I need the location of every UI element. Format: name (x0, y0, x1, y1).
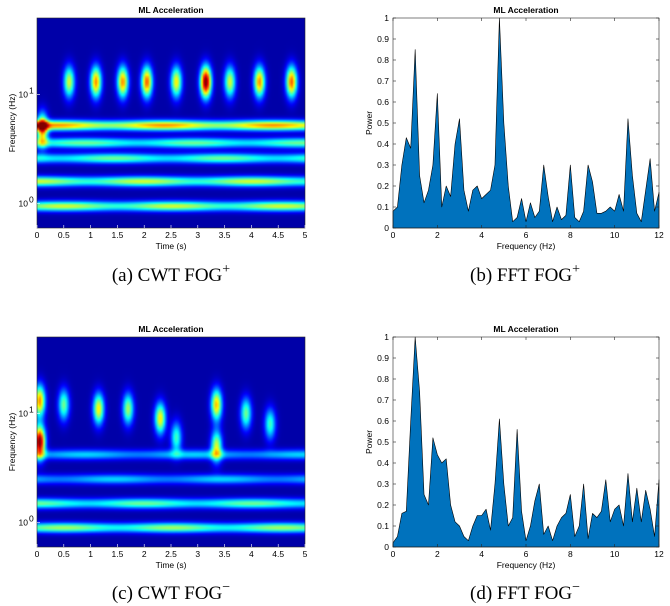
chart-title: ML Acceleration (138, 5, 203, 15)
x-tick-label: 3.5 (219, 549, 231, 559)
x-tick-label: 1 (88, 230, 93, 240)
y-tick-label: 0.9 (377, 34, 389, 44)
y-tick-label: 10 (19, 518, 29, 528)
x-tick-label: 2 (142, 549, 147, 559)
x-tick-label: 5 (303, 549, 308, 559)
x-tick-label: 5 (303, 230, 308, 240)
x-tick-label: 8 (568, 549, 573, 559)
x-tick-label: 0 (391, 549, 396, 559)
x-axis-label: Time (s) (156, 560, 187, 570)
y-tick-label: 0.2 (377, 500, 389, 510)
x-tick-label: 12 (654, 230, 664, 240)
x-tick-label: 2.5 (165, 230, 177, 240)
chart-title: ML Acceleration (493, 324, 558, 334)
y-axis-label: Frequency (Hz) (7, 94, 17, 153)
x-tick-label: 2 (435, 230, 440, 240)
y-tick-label: 10 (19, 89, 29, 99)
y-tick-exponent: 0 (29, 514, 34, 524)
x-axis-label: Frequency (Hz) (497, 241, 556, 251)
power-spectrum-area (392, 17, 660, 229)
caption-text: (b) FFT FOG (470, 265, 572, 286)
y-tick-label: 0.5 (377, 437, 389, 447)
y-axis-label: Frequency (Hz) (7, 413, 17, 472)
y-tick-exponent: 1 (29, 404, 34, 414)
fft-panel-b: 0 2 4 6 8 10 12 0 0.1 0.2 0.3 0.4 0.5 0.6 0.7 0.8 0.9 1 ML… (364, 5, 664, 251)
caption-text: (d) FFT FOG (470, 583, 572, 604)
chart-title: ML Acceleration (138, 324, 203, 334)
chart-title: ML Acceleration (493, 5, 558, 15)
subfigure-caption: (d) FFT FOG− (470, 580, 580, 604)
x-tick-label: 3 (195, 230, 200, 240)
y-tick-label: 0.5 (377, 118, 389, 128)
caption-superscript: − (572, 580, 580, 595)
y-tick-label: 0.2 (377, 181, 389, 191)
y-tick-label: 10 (19, 199, 29, 209)
y-tick-label: 0.1 (377, 202, 389, 212)
caption-text: (c) CWT FOG (112, 583, 223, 604)
caption-superscript: − (222, 580, 230, 595)
y-tick-exponent: 0 (29, 195, 34, 205)
x-tick-label: 1 (88, 549, 93, 559)
x-tick-label: 4.5 (272, 230, 284, 240)
x-tick-label: 8 (568, 230, 573, 240)
x-tick-label: 10 (610, 230, 620, 240)
y-tick-label: 0.6 (377, 97, 389, 107)
x-tick-label: 2.5 (165, 549, 177, 559)
caption-superscript: + (222, 262, 230, 277)
x-tick-label: 0 (35, 549, 40, 559)
fft-panel-d: 0 2 4 6 8 10 12 0 0.1 0.2 0.3 0.4 0.5 0.6 0.7 0.8 0.9 1 ML… (364, 324, 664, 570)
y-axis-label: Power (364, 111, 374, 135)
cwt-scalogram-a (37, 18, 305, 228)
x-tick-label: 4 (479, 549, 484, 559)
y-tick-label: 0 (384, 223, 389, 233)
subfigure-caption: (b) FFT FOG+ (470, 262, 580, 286)
y-tick-label: 1 (384, 332, 389, 342)
y-tick-label: 0.7 (377, 76, 389, 86)
x-tick-label: 0 (35, 230, 40, 240)
y-tick-label: 0.4 (377, 139, 389, 149)
y-tick-exponent: 1 (29, 85, 34, 95)
x-axis-label: Frequency (Hz) (497, 560, 556, 570)
x-tick-label: 1.5 (111, 230, 123, 240)
x-tick-label: 4 (249, 230, 254, 240)
cwt-panel-c: 0 0.5 1 1.5 2 2.5 3 3.5 4 4.5 510 010 1ML Accelerati… (7, 324, 308, 570)
x-tick-label: 6 (524, 549, 529, 559)
y-tick-label: 0.8 (377, 374, 389, 384)
x-tick-label: 0.5 (58, 230, 70, 240)
x-tick-label: 6 (524, 230, 529, 240)
y-tick-label: 0.7 (377, 395, 389, 405)
x-tick-label: 4.5 (272, 549, 284, 559)
caption-text: (a) CWT FOG (112, 265, 223, 286)
y-tick-label: 0.9 (377, 353, 389, 363)
y-tick-label: 0 (384, 542, 389, 552)
caption-superscript: + (572, 262, 580, 277)
y-tick-label: 0.3 (377, 160, 389, 170)
y-tick-label: 0.4 (377, 458, 389, 468)
y-tick-label: 10 (19, 408, 29, 418)
x-tick-label: 1.5 (111, 549, 123, 559)
x-tick-label: 0.5 (58, 549, 70, 559)
y-tick-label: 1 (384, 13, 389, 23)
cwt-scalogram-c (37, 337, 305, 547)
x-tick-label: 4 (479, 230, 484, 240)
subfigure-caption: (c) CWT FOG− (112, 580, 230, 604)
y-tick-label: 0.6 (377, 416, 389, 426)
y-tick-label: 0.3 (377, 479, 389, 489)
x-tick-label: 12 (654, 549, 664, 559)
x-tick-label: 3.5 (219, 230, 231, 240)
x-tick-label: 4 (249, 549, 254, 559)
x-tick-label: 2 (435, 549, 440, 559)
x-tick-label: 2 (142, 230, 147, 240)
x-tick-label: 10 (610, 549, 620, 559)
x-tick-label: 3 (195, 549, 200, 559)
y-tick-label: 0.8 (377, 55, 389, 65)
y-tick-label: 0.1 (377, 521, 389, 531)
subfigure-caption: (a) CWT FOG+ (112, 262, 230, 286)
cwt-panel-a: 0 0.5 1 1.5 2 2.5 3 3.5 4 4.5 510 010 1ML Accelerati… (7, 5, 308, 251)
power-spectrum-area (392, 336, 660, 548)
x-tick-label: 0 (391, 230, 396, 240)
x-axis-label: Time (s) (156, 241, 187, 251)
y-axis-label: Power (364, 430, 374, 454)
